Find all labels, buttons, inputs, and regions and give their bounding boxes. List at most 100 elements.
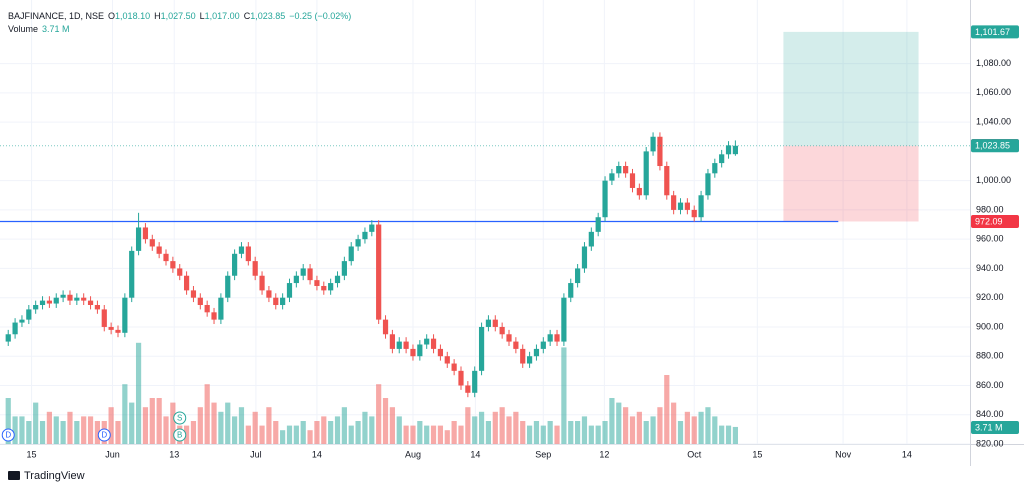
candle-body [451,363,457,371]
volume-bar [725,425,732,444]
volume-bar [60,421,66,444]
candle-body [177,268,183,276]
volume-bar [691,416,697,444]
legend-line: BAJFINANCE, 1D, NSE O1,018.10 H1,027.50 L1,… [8,11,351,21]
candle-body [33,305,39,310]
volume-bar [430,425,437,444]
candle-body [60,294,66,298]
volume-bar [444,430,450,444]
candle-body [115,329,121,333]
candle-body [19,319,25,323]
event-marker [173,411,187,425]
candle-body [616,166,622,174]
ohlc-value: 1,027.50 [161,11,196,21]
ohlc-value: 1,018.10 [115,11,150,21]
candle-body [540,341,546,349]
volume-bar [211,402,217,444]
volume-bar [26,421,32,444]
event-label: D [101,431,107,440]
candle-body [266,290,272,298]
event-label: D [5,431,11,440]
volume-bar [410,425,416,444]
candle-body [232,253,238,276]
candle-body [609,173,615,181]
volume-bar [513,411,519,444]
candle-body [280,297,286,306]
volume-bar [554,425,560,444]
volume-bar [478,411,485,444]
volume-bar [684,411,690,444]
candle-body [444,356,450,364]
candle-body [39,300,46,306]
candle-body [156,246,162,254]
candle-body [108,326,114,330]
candle-body [334,275,341,284]
candle-body [382,319,389,335]
candle-body [238,246,245,254]
candle-body [273,297,279,306]
candle-body [74,297,80,301]
volume-bar [540,425,546,444]
volume-bar [616,402,622,444]
candle-body [101,309,107,327]
candle-body [286,283,293,298]
candle-body [259,275,265,291]
candle-body [293,275,299,284]
volume-bar [671,402,677,444]
candle-body [561,297,567,342]
volume-bar [87,416,94,444]
candle-body [712,163,718,174]
volume-bar [46,411,52,444]
price-badge [971,214,1019,228]
volume-bar [472,416,478,444]
y-tick-label: 900.00 [976,321,1004,331]
volume-bar [382,398,389,444]
volume-bar [376,384,382,444]
candle-body [321,285,327,291]
volume-bar [520,421,526,444]
volume-bar [698,411,704,444]
candle-body [376,224,382,320]
candle-body [348,246,354,262]
candle-body [135,227,142,251]
volume-bar [355,421,361,444]
volume-bar [273,421,279,444]
candle-body [643,151,649,196]
volume-bar [170,402,176,444]
candle-body [197,297,203,306]
volume-bar [183,425,190,444]
candle-body [183,275,190,291]
candle-body [623,166,629,174]
candle-body [417,344,423,357]
candle-body [46,300,52,304]
candle-body [629,173,636,188]
candle-body [547,334,553,342]
event-marker [1,428,15,442]
candle-body [211,312,217,320]
x-tick-label: 15 [27,449,37,459]
candle-body [341,261,347,276]
candle-body [149,239,155,247]
candle-body [142,227,149,240]
candle-body [588,231,594,247]
volume-bar [67,411,73,444]
volume-bar [218,411,224,444]
x-tick-label: 14 [312,449,322,459]
y-tick-label: 980.00 [976,204,1004,214]
price-badge [971,139,1019,153]
volume-bar [424,425,430,444]
volume-bar [705,407,711,444]
volume-bar [300,421,306,444]
candle-body [252,261,258,276]
x-tick-label: Aug [405,449,421,459]
candle-body [204,305,210,313]
volume-bar [232,416,238,444]
volume-bar [321,416,327,444]
volume-bar [238,407,245,444]
candle-body [636,187,642,196]
candle-body [396,341,402,349]
volume-bar [575,421,581,444]
price-badge-label: 1,101.67 [975,27,1010,37]
candle-body [499,326,505,335]
volume-bar [53,416,59,444]
